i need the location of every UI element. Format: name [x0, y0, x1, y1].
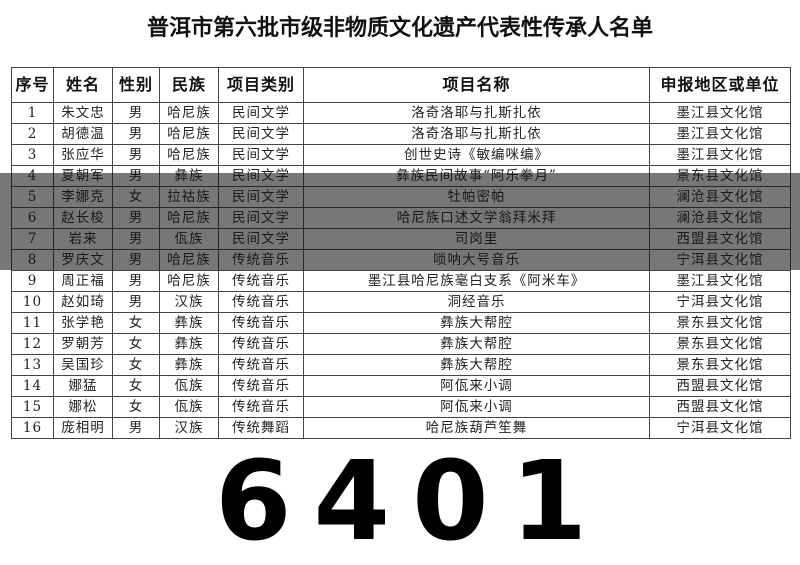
- table-row: 1 朱文忠男哈尼族 民间文学 洛奇洛耶与扎斯扎依 墨江县文化馆: [11, 102, 791, 124]
- cell-index: 3: [11, 144, 54, 166]
- cell-project: 哈尼族葫芦笙舞: [303, 417, 650, 439]
- column-header-ethnicity: 民族: [159, 67, 219, 103]
- cell-index: 11: [11, 312, 54, 334]
- cell-project: 彝族大帮腔: [303, 333, 650, 355]
- cell-index: 10: [11, 291, 54, 313]
- cell-category: 传统音乐: [218, 333, 304, 355]
- cell-category: 民间文学: [218, 102, 304, 124]
- cell-category: 民间文学: [218, 123, 304, 145]
- cell-gender: 女: [112, 354, 160, 376]
- cell-gender: 男: [112, 102, 160, 124]
- cell-project: 阿佤来小调: [303, 375, 650, 397]
- cell-category: 传统音乐: [218, 291, 304, 313]
- cell-project: 墨江县哈尼族毫白支系《阿米车》: [303, 270, 650, 292]
- cell-unit: 墨江县文化馆: [649, 102, 791, 124]
- cell-index: 12: [11, 333, 54, 355]
- cell-project: 彝族大帮腔: [303, 354, 650, 376]
- cell-index: 9: [11, 270, 54, 292]
- cell-gender: 男: [112, 270, 160, 292]
- cell-ethnicity: 哈尼族: [159, 123, 219, 145]
- cell-ethnicity: 佤族: [159, 396, 219, 418]
- cell-unit: 景东县文化馆: [649, 312, 791, 334]
- cell-project: 阿佤来小调: [303, 396, 650, 418]
- column-header-unit: 申报地区或单位: [649, 67, 791, 103]
- column-header-project: 项目名称: [303, 67, 650, 103]
- cell-ethnicity: 哈尼族: [159, 102, 219, 124]
- cell-unit: 宁洱县文化馆: [649, 417, 791, 439]
- cell-project: 洛奇洛耶与扎斯扎依: [303, 102, 650, 124]
- table-row: 14 娜猛女佤族 传统音乐 阿佤来小调 西盟县文化馆: [11, 375, 791, 397]
- cell-unit: 墨江县文化馆: [649, 270, 791, 292]
- table-row: 11 张学艳女彝族 传统音乐 彝族大帮腔 景东县文化馆: [11, 312, 791, 334]
- cell-name: 罗朝芳: [53, 333, 113, 355]
- cell-name: 周正福: [53, 270, 113, 292]
- cell-unit: 墨江县文化馆: [649, 123, 791, 145]
- table-row: 3 张应华男哈尼族 民间文学 创世史诗《敏编咪编》 墨江县文化馆: [11, 144, 791, 166]
- cell-project: 洞经音乐: [303, 291, 650, 313]
- table-row: 10 赵如琦男汉族 传统音乐 洞经音乐 宁洱县文化馆: [11, 291, 791, 313]
- column-header-gender: 性别: [112, 67, 160, 103]
- cell-name: 张应华: [53, 144, 113, 166]
- cell-index: 16: [11, 417, 54, 439]
- cell-category: 传统音乐: [218, 354, 304, 376]
- cell-name: 庞相明: [53, 417, 113, 439]
- cell-category: 民间文学: [218, 144, 304, 166]
- table-row: 2 胡德温男哈尼族 民间文学 洛奇洛耶与扎斯扎依 墨江县文化馆: [11, 123, 791, 145]
- column-header-category: 项目类别: [218, 67, 304, 103]
- cell-gender: 男: [112, 123, 160, 145]
- cell-index: 1: [11, 102, 54, 124]
- cell-name: 胡德温: [53, 123, 113, 145]
- cell-project: 洛奇洛耶与扎斯扎依: [303, 123, 650, 145]
- cell-unit: 西盟县文化馆: [649, 375, 791, 397]
- column-header-name: 姓名: [53, 67, 113, 103]
- cell-category: 传统音乐: [218, 270, 304, 292]
- cell-gender: 男: [112, 291, 160, 313]
- document-title: 普洱市第六批市级非物质文化遗产代表性传承人名单: [146, 15, 653, 41]
- cell-ethnicity: 彝族: [159, 354, 219, 376]
- table-row: 9 周正福男哈尼族 传统音乐 墨江县哈尼族毫白支系《阿米车》 墨江县文化馆: [11, 270, 791, 292]
- table-row: 15 娜松女佤族 传统音乐 阿佤来小调 西盟县文化馆: [11, 396, 791, 418]
- cell-name: 朱文忠: [53, 102, 113, 124]
- cell-ethnicity: 哈尼族: [159, 270, 219, 292]
- table-row: 16 庞相明男汉族 传统舞蹈 哈尼族葫芦笙舞 宁洱县文化馆: [11, 417, 791, 439]
- cell-unit: 墨江县文化馆: [649, 144, 791, 166]
- cell-name: 赵如琦: [53, 291, 113, 313]
- cell-ethnicity: 哈尼族: [159, 144, 219, 166]
- cell-ethnicity: 汉族: [159, 417, 219, 439]
- cell-unit: 西盟县文化馆: [649, 396, 791, 418]
- dark-overlay-band: [0, 173, 800, 270]
- cell-name: 吴国珍: [53, 354, 113, 376]
- cell-gender: 女: [112, 333, 160, 355]
- cell-category: 传统音乐: [218, 375, 304, 397]
- cell-ethnicity: 彝族: [159, 312, 219, 334]
- table-row: 12 罗朝芳女彝族 传统音乐 彝族大帮腔 景东县文化馆: [11, 333, 791, 355]
- cell-unit: 宁洱县文化馆: [649, 291, 791, 313]
- cell-ethnicity: 佤族: [159, 375, 219, 397]
- cell-name: 娜松: [53, 396, 113, 418]
- cell-index: 14: [11, 375, 54, 397]
- cell-ethnicity: 彝族: [159, 333, 219, 355]
- cell-gender: 男: [112, 417, 160, 439]
- cell-unit: 景东县文化馆: [649, 354, 791, 376]
- cell-name: 娜猛: [53, 375, 113, 397]
- cell-category: 传统音乐: [218, 396, 304, 418]
- cell-gender: 女: [112, 375, 160, 397]
- table-header-row: 序号 姓名 性别 民族 项目类别 项目名称 申报地区或单位: [11, 67, 791, 103]
- watermark-number: 6401: [215, 437, 610, 565]
- cell-index: 15: [11, 396, 54, 418]
- cell-project: 创世史诗《敏编咪编》: [303, 144, 650, 166]
- cell-gender: 女: [112, 396, 160, 418]
- cell-category: 传统音乐: [218, 312, 304, 334]
- cell-unit: 景东县文化馆: [649, 333, 791, 355]
- cell-name: 张学艳: [53, 312, 113, 334]
- column-header-index: 序号: [11, 67, 54, 103]
- cell-project: 彝族大帮腔: [303, 312, 650, 334]
- cell-index: 2: [11, 123, 54, 145]
- cell-ethnicity: 汉族: [159, 291, 219, 313]
- cell-gender: 女: [112, 312, 160, 334]
- cell-gender: 男: [112, 144, 160, 166]
- cell-index: 13: [11, 354, 54, 376]
- table-row: 13 吴国珍女彝族 传统音乐 彝族大帮腔 景东县文化馆: [11, 354, 791, 376]
- cell-category: 传统舞蹈: [218, 417, 304, 439]
